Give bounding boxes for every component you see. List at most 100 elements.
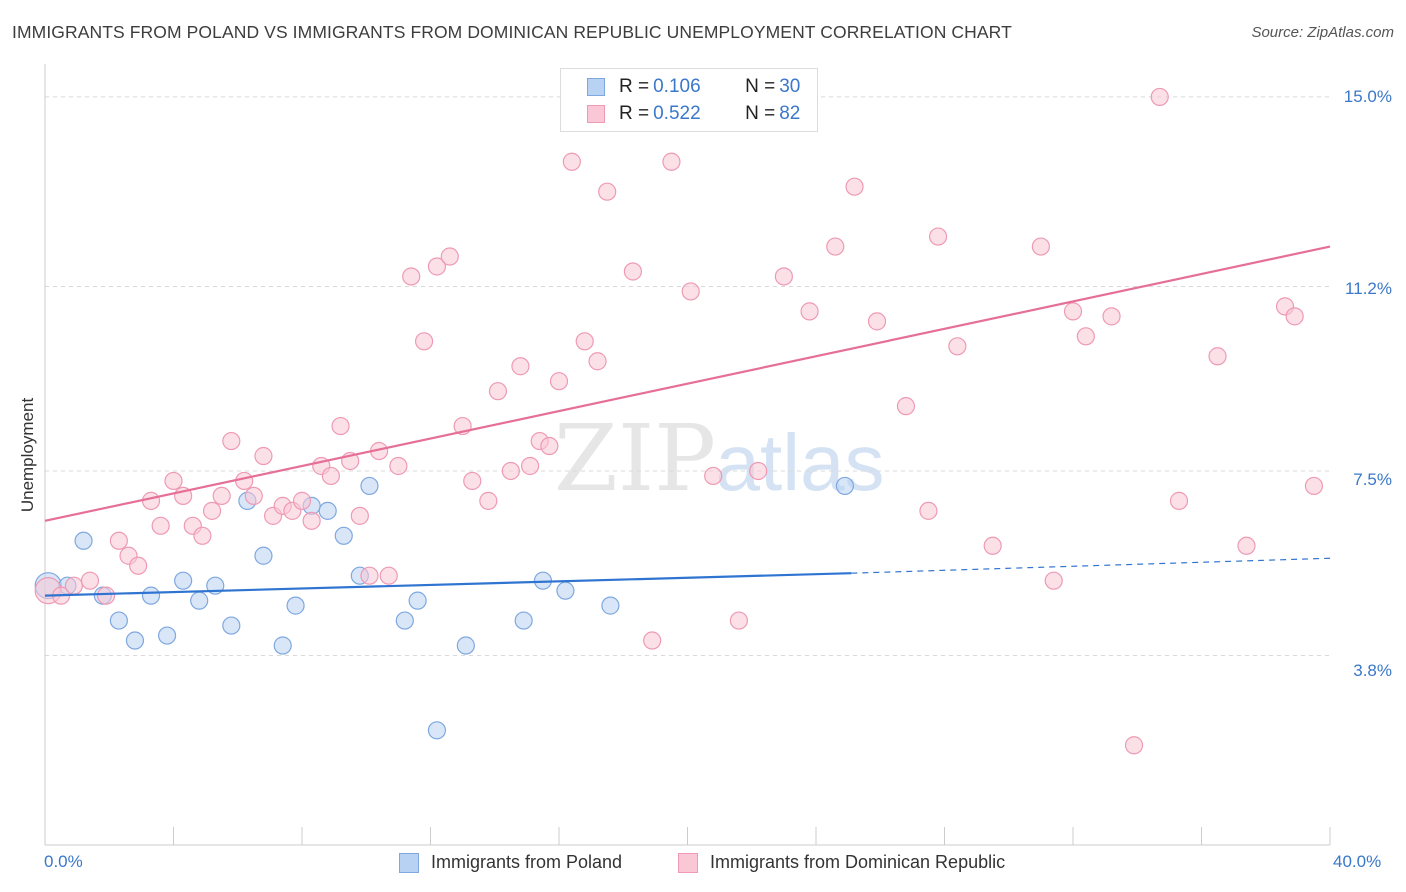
dominican-point-72 [1076,327,1095,346]
dominican-point-35 [414,332,434,351]
y-tick-label-3-8: 3.8% [1353,661,1392,680]
poland-point-7 [157,626,177,645]
legend-item-dominican: Immigrants from Dominican Republic [678,852,1005,873]
poland-point-20 [360,476,379,496]
y-axis-label: Unemployment [18,397,37,513]
dominican-point-42 [501,461,520,481]
poland-point-9 [190,591,209,610]
dominican-point-18 [244,486,263,506]
dominican-point-46 [540,436,559,456]
dominican-point-2 [64,576,84,595]
dominican-point-49 [575,332,594,351]
poland-point-15 [286,596,305,615]
y-tick-label-7-5: 7.5% [1353,470,1392,489]
series-legend: Immigrants from Poland Immigrants from D… [0,852,1406,878]
legend-item-poland: Immigrants from Poland [399,852,622,873]
dominican-point-60 [800,302,819,321]
dominican-point-33 [389,456,408,476]
poland-point-25 [514,611,533,630]
dominican-point-62 [845,177,864,196]
poland-n-value: 30 [779,76,801,97]
poland-trend-extension [851,557,1331,574]
dominican-point-5 [109,531,128,550]
chart-title: IMMIGRANTS FROM POLAND VS IMMIGRANTS FRO… [12,22,1012,42]
poland-point-14 [273,636,292,655]
dominican-point-26 [321,466,341,486]
dominican-point-70 [1044,571,1063,590]
poland-point-27 [556,581,575,600]
dominican-point-64 [896,397,916,416]
dominican-point-55 [681,282,700,301]
dominican-point-40 [479,491,498,510]
dominican-point-37 [440,247,459,266]
y-tick-label-15: 15.0% [1343,87,1392,106]
legend-dominican-swatch [678,852,698,873]
dominican-point-41 [488,382,508,401]
poland-r-value: 0.106 [653,76,701,97]
x-tick-label-min: 0.0% [44,852,83,871]
dominican-point-75 [1150,87,1169,107]
poland-point-8 [174,571,193,590]
dominican-point-50 [588,352,607,371]
dominican-point-7 [129,556,148,575]
dominican-point-14 [202,501,222,520]
dominican-point-74 [1124,736,1144,755]
dominican-n-label: N = [745,103,776,124]
poland-point-22 [408,591,427,610]
poland-r-label: R = [619,76,650,97]
dominican-point-67 [948,337,967,356]
dominican-trend-line [44,245,1331,522]
dominican-point-52 [623,262,642,281]
dominican-point-53 [643,631,662,650]
legend-dominican-label: Immigrants from Dominican Republic [710,852,1006,872]
x-tick-label-max: 40.0% [1333,852,1382,871]
dominican-point-9 [151,516,170,535]
legend-row-poland: R = 0.106 N = 30 [587,75,800,99]
poland-swatch [587,78,605,96]
poland-n-label: N = [745,76,776,97]
poland-point-23 [427,721,447,740]
dominican-point-47 [549,372,569,391]
dominican-point-16 [222,431,241,451]
dominican-point-3 [80,571,100,590]
dominican-n-value: 82 [779,103,801,124]
dominican-point-76 [1169,491,1189,510]
dominican-point-61 [826,237,845,256]
dominican-swatch [587,105,605,123]
dominican-point-8 [141,491,161,510]
dominican-point-39 [463,471,482,491]
dominican-point-51 [598,182,617,201]
poland-point-11 [222,616,241,635]
dominican-r-value: 0.522 [653,103,701,124]
dominican-point-36 [427,257,447,276]
dominican-point-77 [1208,347,1227,366]
dominican-point-23 [292,491,312,510]
legend-poland-label: Immigrants from Poland [431,852,623,872]
dominican-point-13 [193,526,212,545]
dominican-point-71 [1063,302,1083,321]
dominican-point-56 [704,466,723,486]
poland-point-29 [835,476,855,496]
dominican-point-4 [96,586,116,605]
dominican-point-27 [331,416,350,436]
poland-point-24 [456,636,475,655]
dominican-point-43 [511,357,530,376]
dominican-point-30 [360,566,379,585]
legend-row-dominican: R = 0.522 N = 82 [587,102,800,126]
poland-point-13 [254,546,273,565]
dominican-point-68 [983,536,1002,555]
poland-point-6 [141,586,161,605]
y-tick-label-11-2: 11.2% [1345,279,1392,298]
dominican-point-63 [867,312,887,331]
dominican-point-29 [350,506,369,525]
dominican-r-label: R = [619,103,650,124]
dominican-point-32 [379,566,398,585]
dominican-point-54 [662,152,681,171]
dominican-point-81 [1237,536,1256,555]
watermark-zip: ZIP [554,405,716,512]
dominican-point-58 [749,461,768,481]
dominican-point-69 [1031,237,1050,256]
legend-poland-swatch [399,852,419,873]
poland-point-2 [74,531,93,550]
